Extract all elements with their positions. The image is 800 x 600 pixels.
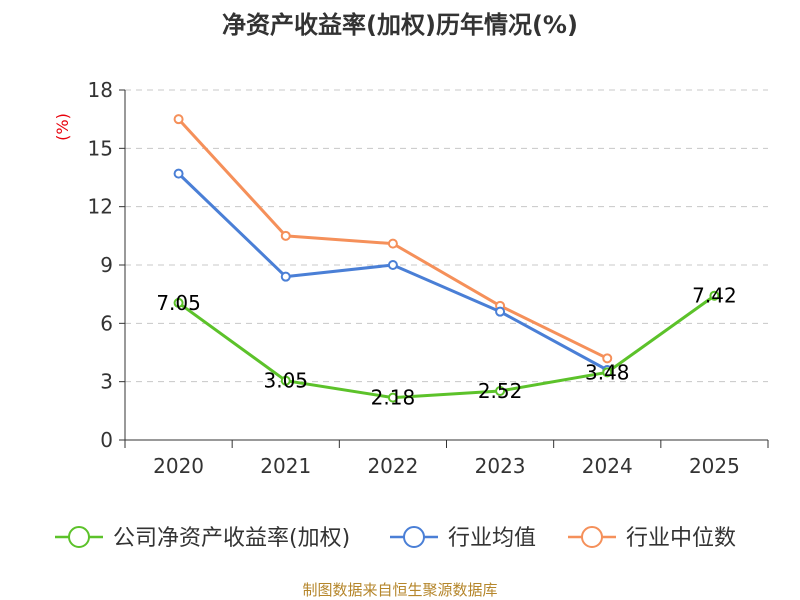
data-point [280, 271, 291, 282]
data-labels: 7.05 3.05 2.18 2.52 3.48 7.42 [156, 284, 736, 410]
data-point [709, 290, 720, 301]
data-point [495, 306, 506, 317]
legend-marker [68, 526, 90, 548]
x-tick-label: 2025 [689, 454, 740, 478]
chart-title: 净资产收益率(加权)历年情况(%) [222, 11, 578, 39]
data-label: 2.18 [371, 386, 416, 410]
x-tick-label: 2023 [475, 454, 526, 478]
x-tick-label: 2022 [367, 454, 418, 478]
data-point [602, 367, 613, 378]
axes: 0 3 6 9 12 15 18 2020 2021 2022 2023 2024 2025 [88, 78, 769, 478]
data-point [387, 392, 398, 403]
legend-label: 行业均值 [448, 526, 536, 551]
data-label: 7.05 [156, 291, 201, 315]
gridlines [125, 89, 768, 383]
y-tick-label: 0 [100, 428, 113, 452]
y-axis-label: (%) [53, 113, 72, 141]
series-2 [173, 114, 613, 364]
source-note: 制图数据来自恒生聚源数据库 [302, 581, 497, 599]
legend[interactable]: 公司净资产收益率(加权) 行业均值 行业中位数 [55, 526, 736, 551]
data-point [173, 168, 184, 179]
series-1 [173, 168, 613, 375]
data-point [495, 386, 506, 396]
y-tick-label: 18 [88, 78, 113, 102]
data-label: 2.52 [478, 379, 523, 403]
y-tick-label: 15 [88, 136, 113, 160]
y-tick-label: 12 [88, 195, 113, 219]
x-tick-label: 2021 [260, 454, 311, 478]
y-tick-label: 9 [100, 253, 113, 277]
data-point [280, 375, 291, 386]
legend-label: 行业中位数 [626, 526, 736, 551]
x-tick-label: 2020 [153, 454, 204, 478]
data-point [387, 238, 398, 249]
legend-item-1[interactable]: 行业均值 [390, 526, 536, 551]
series-line [177, 294, 716, 400]
series-layer [173, 114, 720, 403]
legend-item-0[interactable]: 公司净资产收益率(加权) [55, 526, 350, 551]
x-tick-label: 2024 [582, 454, 633, 478]
legend-marker [403, 526, 425, 548]
legend-item-2[interactable]: 行业中位数 [568, 526, 736, 551]
series-0 [173, 290, 720, 403]
y-tick-label: 6 [100, 311, 113, 335]
data-point [602, 353, 613, 364]
legend-label: 公司净资产收益率(加权) [113, 526, 350, 551]
y-tick-label: 3 [100, 370, 113, 394]
legend-marker [581, 526, 603, 548]
data-point [173, 297, 184, 308]
data-label: 7.42 [692, 284, 737, 308]
data-point [280, 230, 291, 241]
series-line [177, 172, 608, 372]
data-point [173, 114, 184, 125]
data-point [387, 260, 398, 270]
data-label: 3.48 [585, 360, 630, 384]
data-label: 3.05 [263, 369, 308, 393]
